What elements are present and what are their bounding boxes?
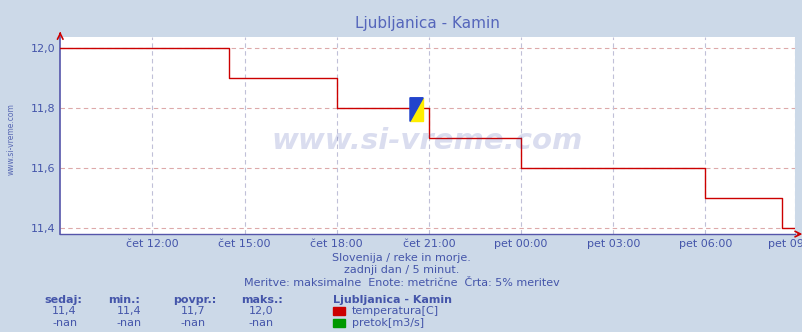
Polygon shape (410, 98, 423, 122)
Text: povpr.:: povpr.: (172, 295, 216, 305)
Text: Meritve: maksimalne  Enote: metrične  Črta: 5% meritev: Meritve: maksimalne Enote: metrične Črta… (243, 278, 559, 288)
Text: min.:: min.: (108, 295, 140, 305)
Text: -nan: -nan (52, 318, 77, 328)
Text: www.si-vreme.com: www.si-vreme.com (272, 127, 582, 155)
Text: 12,0: 12,0 (249, 306, 273, 316)
Text: temperatura[C]: temperatura[C] (351, 306, 438, 316)
Text: zadnji dan / 5 minut.: zadnji dan / 5 minut. (343, 265, 459, 275)
Text: Slovenija / reke in morje.: Slovenija / reke in morje. (332, 253, 470, 263)
Text: maks.:: maks.: (241, 295, 282, 305)
Text: -nan: -nan (116, 318, 141, 328)
Title: Ljubljanica - Kamin: Ljubljanica - Kamin (354, 16, 500, 31)
Text: 11,4: 11,4 (52, 306, 77, 316)
Text: -nan: -nan (180, 318, 205, 328)
Text: 11,7: 11,7 (180, 306, 205, 316)
Text: pretok[m3/s]: pretok[m3/s] (351, 318, 423, 328)
Text: sedaj:: sedaj: (44, 295, 82, 305)
Polygon shape (410, 98, 423, 122)
Text: www.si-vreme.com: www.si-vreme.com (6, 104, 15, 175)
Text: Ljubljanica - Kamin: Ljubljanica - Kamin (333, 295, 452, 305)
Text: 11,4: 11,4 (116, 306, 141, 316)
Text: -nan: -nan (249, 318, 273, 328)
